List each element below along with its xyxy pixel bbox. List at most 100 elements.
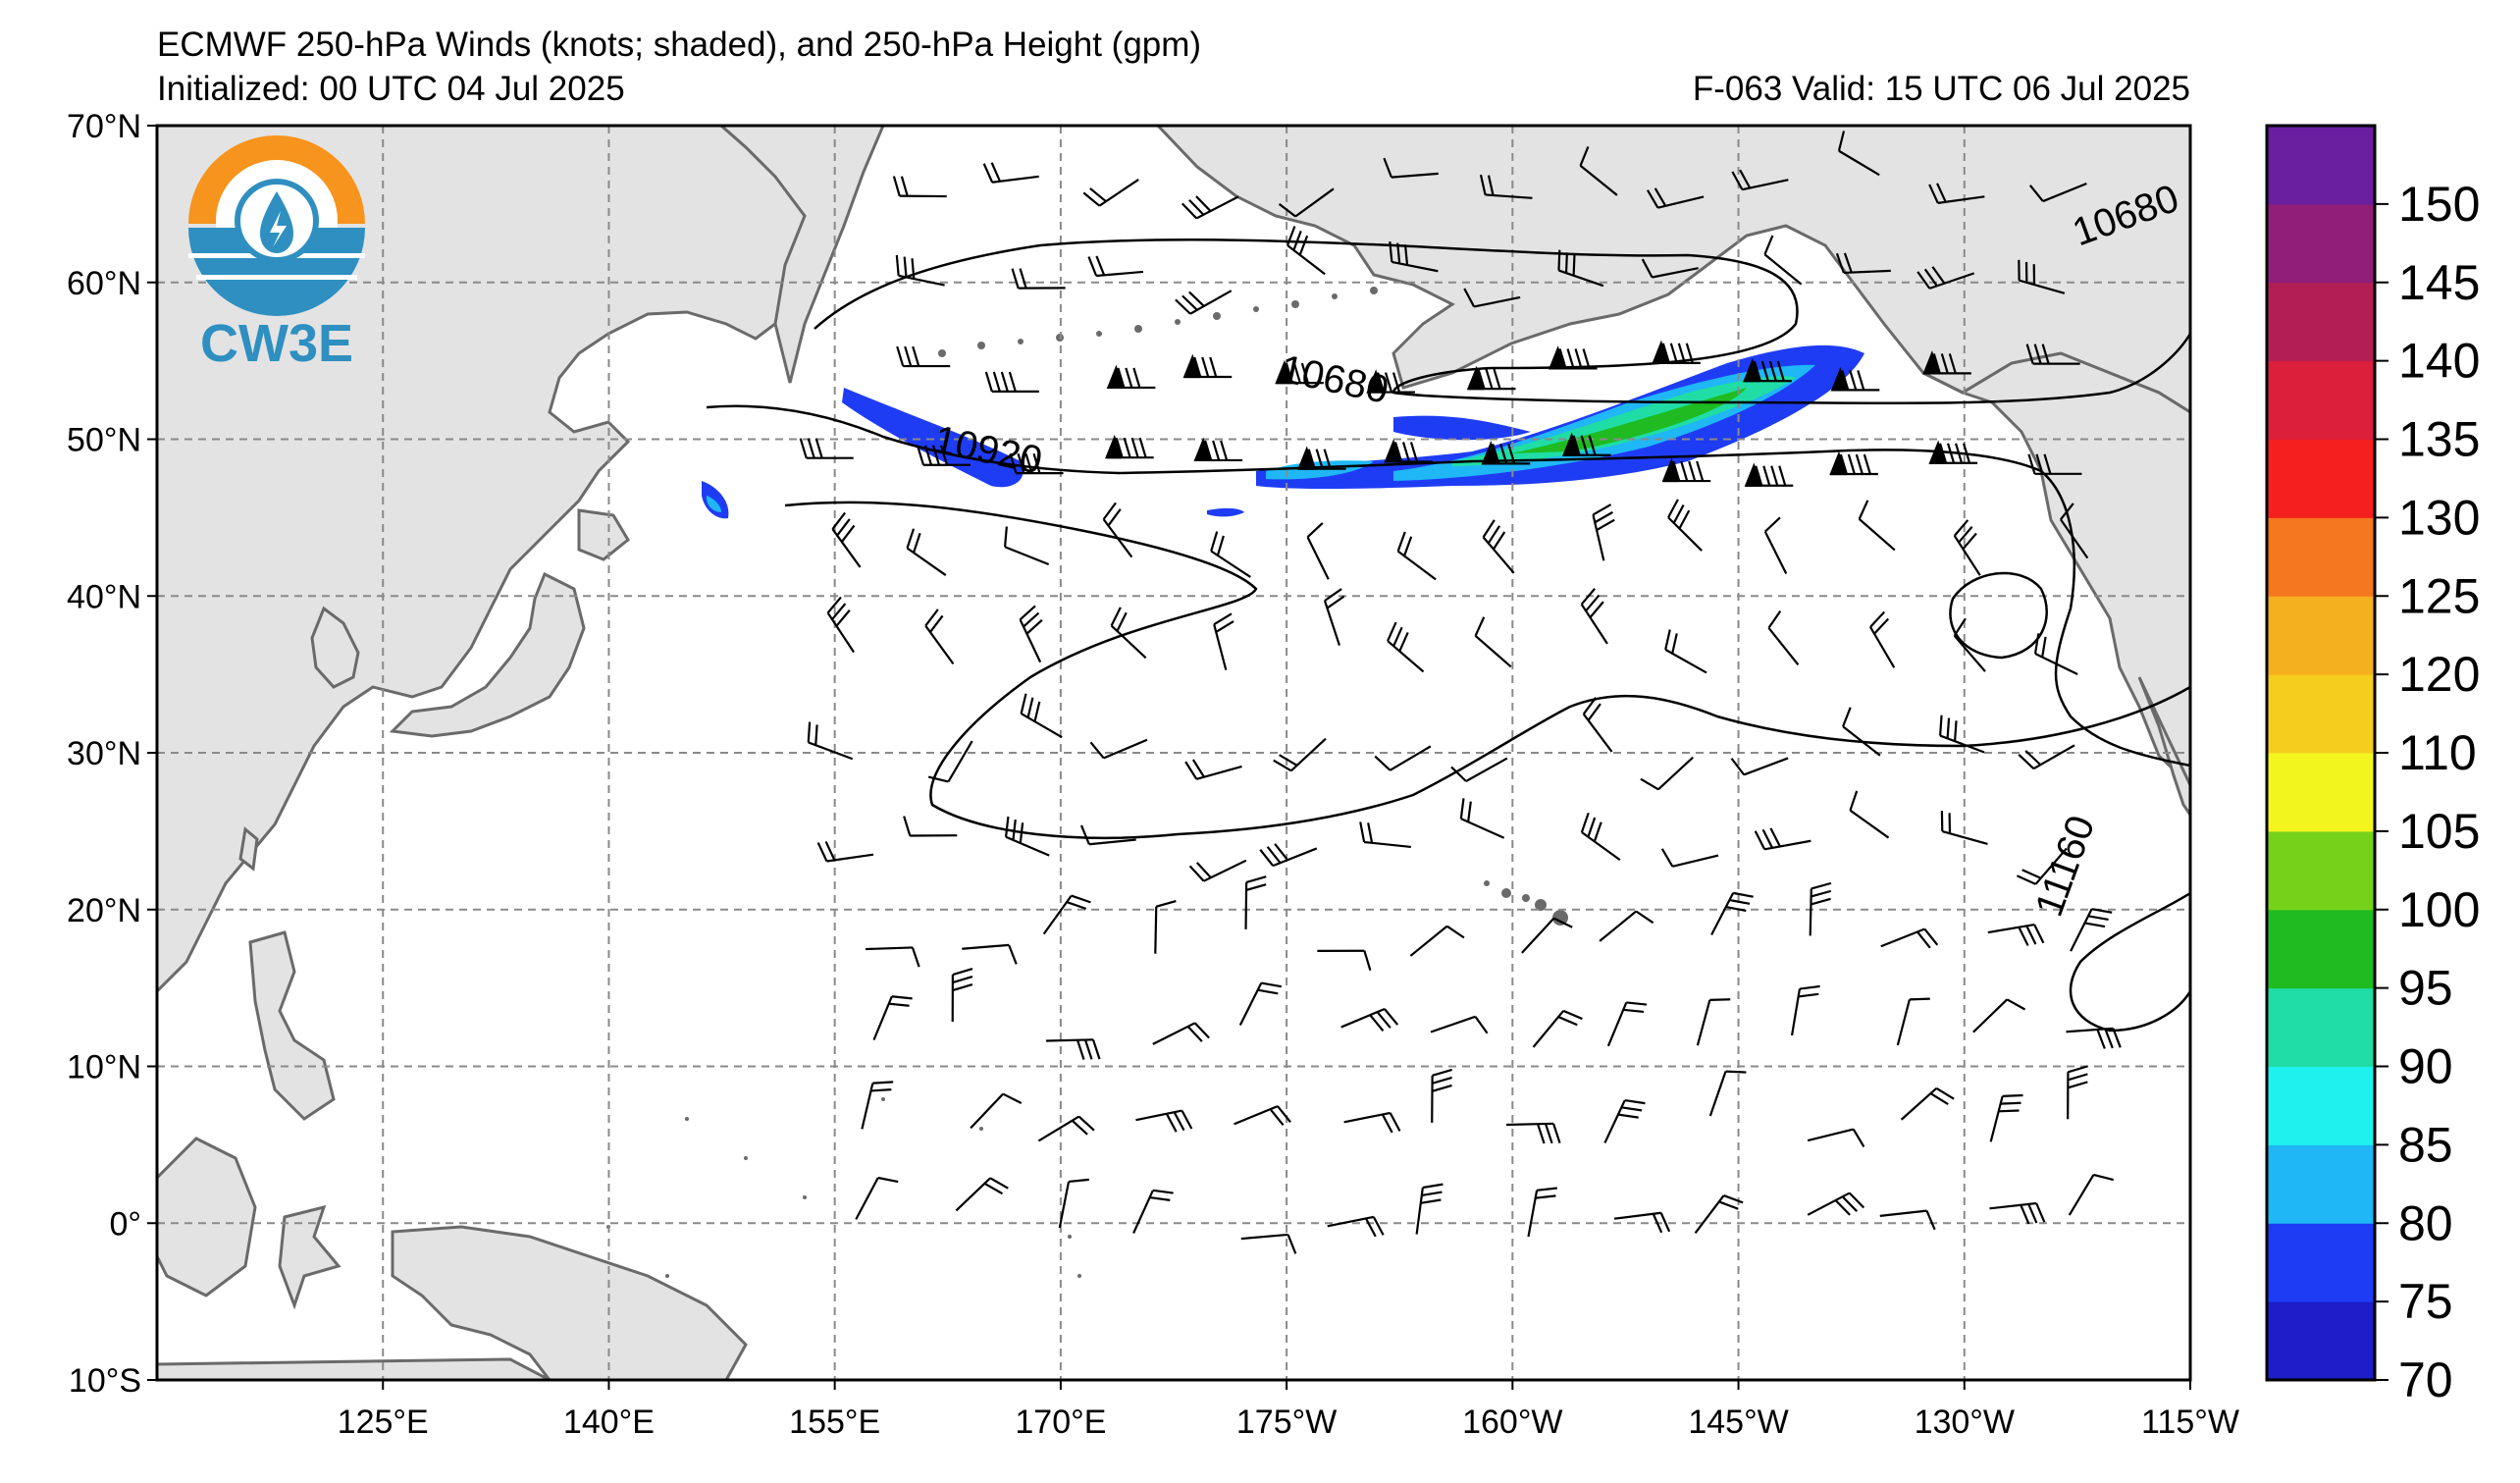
- colorbar-label: 70: [2398, 1352, 2453, 1407]
- wind-barb: [1767, 609, 1800, 665]
- wind-barb: [1132, 1189, 1174, 1234]
- wind-barb: [903, 816, 958, 837]
- wind-barb: [1275, 359, 1324, 385]
- wind-barb: [872, 995, 913, 1041]
- wind-barb: [1532, 1009, 1583, 1048]
- hawaii-islands: [1484, 880, 1568, 926]
- colorbar-swatch: [2267, 753, 2375, 832]
- contour-10680: [814, 238, 2190, 405]
- lon-label: 160°W: [1462, 1404, 1562, 1441]
- wind-barb: [1807, 1128, 1865, 1148]
- lon-label: 170°E: [1015, 1404, 1106, 1441]
- wind-barb: [826, 596, 855, 654]
- contour-11160: [784, 501, 2190, 839]
- wind-barb: [1193, 437, 1243, 462]
- wind-barb: [1366, 369, 1416, 394]
- wind-barb: [1922, 350, 1971, 375]
- wind-barb: [1953, 617, 1986, 672]
- wind-barb: [1989, 1093, 2023, 1142]
- wind-barb: [1240, 1233, 1297, 1254]
- colorbar-label: 110: [2398, 725, 2477, 780]
- wind-barb: [1744, 462, 1794, 487]
- land-baja: [2137, 676, 2190, 818]
- wind-barb: [816, 840, 874, 863]
- wind-barb: [2018, 744, 2075, 770]
- cw3e-logo: CW3E: [188, 135, 365, 373]
- wind-barb: [1928, 183, 1985, 204]
- wind-barb: [1459, 798, 1505, 839]
- lat-label: 70°N: [67, 108, 141, 145]
- wind-barb: [1972, 998, 2026, 1033]
- wind-barb: [1105, 434, 1154, 459]
- lat-label: 50°N: [67, 422, 141, 459]
- wind-barb: [1058, 1178, 1089, 1229]
- wind-barb: [1900, 1086, 1955, 1121]
- colorbar-swatch: [2267, 517, 2375, 597]
- colorbar-label: 105: [2398, 804, 2480, 859]
- wind-barb: [1359, 821, 1411, 849]
- wind-barb: [1928, 440, 1978, 464]
- colorbar-swatch: [2267, 674, 2375, 754]
- colorbar-swatch: [2267, 282, 2375, 362]
- wind-barb: [1835, 252, 1891, 275]
- colorbar-label: 145: [2398, 255, 2480, 310]
- wind-barb: [2070, 908, 2113, 952]
- wind-barb: [1858, 500, 1896, 552]
- wind-barb: [1234, 1105, 1291, 1127]
- colorbar-swatch: [2267, 1223, 2375, 1302]
- wind-barb: [1561, 432, 1611, 456]
- wind-barb: [1579, 146, 1618, 196]
- wind-barb: [1896, 997, 1930, 1046]
- wind-barb: [1079, 824, 1136, 846]
- wind-barb: [1430, 1015, 1489, 1034]
- land-australia: [157, 1357, 551, 1380]
- colorbar: 70 75 80 85 90 95 100 105 110 120 125 130 135 140 145 1…: [2265, 124, 2480, 1407]
- wind-barb: [861, 1081, 894, 1130]
- aleutian-islands: [938, 287, 1378, 357]
- wind-barb: [982, 162, 1039, 184]
- wind-barb: [1323, 588, 1345, 646]
- wind-barb: [1506, 1122, 1561, 1144]
- wind-barb: [1340, 1007, 1399, 1033]
- wind-barb: [1278, 187, 1335, 218]
- wind-barb: [927, 740, 973, 783]
- lon-label: 130°W: [1915, 1404, 2015, 1441]
- logo-text: CW3E: [200, 314, 353, 373]
- wind-barb: [1479, 174, 1533, 199]
- wind-barb: [1940, 811, 1988, 846]
- colorbar-label: 150: [2398, 177, 2480, 232]
- wind-barb: [1939, 715, 1985, 754]
- wind-barb: [1273, 737, 1327, 772]
- wind-barb: [1708, 1070, 1747, 1117]
- wind-barb: [1152, 1022, 1210, 1045]
- colorbar-label: 85: [2398, 1117, 2453, 1172]
- wind-barb: [906, 528, 947, 576]
- wind-barb: [1807, 1192, 1865, 1216]
- wind-barb: [1527, 1187, 1557, 1238]
- wind-barb: [1743, 357, 1792, 383]
- colorbar-label: 130: [2398, 490, 2480, 545]
- wind-barb: [1003, 526, 1050, 566]
- wind-barb: [1106, 364, 1156, 390]
- longitude-labels: 125°E 140°E 155°E 170°E 175°W 160°W 145°W 130°W…: [338, 1404, 2239, 1441]
- land-taiwan: [238, 826, 259, 872]
- lon-label: 155°E: [789, 1404, 880, 1441]
- wind-barb: [1830, 367, 1880, 392]
- wind-barb: [1557, 249, 1604, 288]
- wind-barb: [962, 943, 1018, 965]
- wind-barb: [2068, 1173, 2114, 1216]
- wind-barb: [1082, 179, 1139, 207]
- wind-barb: [2025, 344, 2080, 365]
- wind-barb: [1374, 745, 1432, 771]
- wind-barb: [807, 721, 854, 761]
- wind-barb: [2067, 1065, 2088, 1120]
- land-philippines: [248, 930, 336, 1121]
- lat-label: 40°N: [67, 578, 141, 615]
- gridlines: [157, 126, 2190, 1380]
- wind-barb: [1837, 131, 1880, 177]
- axis-ticks: [147, 125, 2191, 1390]
- wind-barb: [1182, 353, 1233, 379]
- wind-barb: [1466, 365, 1516, 391]
- wind-barb: [1667, 499, 1703, 552]
